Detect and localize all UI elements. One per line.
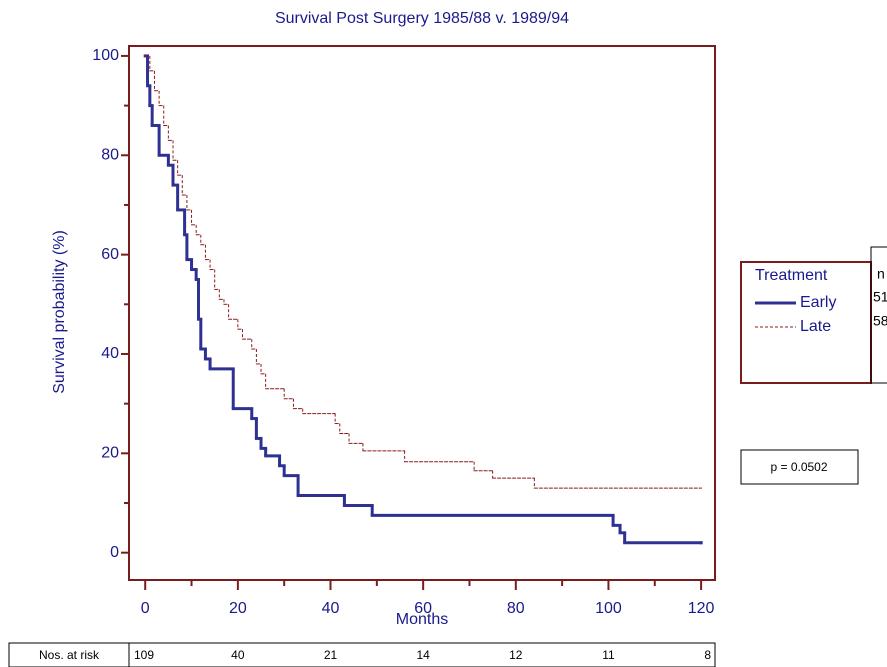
x-tick-label: 120 [688,600,715,617]
at-risk-value: 14 [416,648,430,662]
n-value: 58 [873,313,887,329]
y-tick-label: 40 [101,345,119,362]
x-axis-label: Months [396,611,448,628]
y-tick-label: 100 [92,47,119,64]
n-header: n [877,266,885,282]
y-tick-label: 20 [101,445,119,462]
n-table [870,246,887,384]
at-risk-value: 109 [134,648,154,662]
at-risk-value: 40 [231,648,245,662]
p-box [740,449,859,485]
plot-frame [128,45,716,581]
x-tick-label: 40 [322,600,340,617]
at-risk-value: 11 [602,648,615,662]
legend-label: Late [800,318,831,335]
x-tick-label: 60 [414,600,432,617]
x-tick-label: 20 [229,600,247,617]
legend-label: Early [800,294,836,311]
at-risk-value: 12 [509,648,523,662]
x-tick-label: 80 [507,600,525,617]
y-tick-label: 60 [101,246,119,263]
legend-title: Treatment [755,267,828,284]
chart-title: Survival Post Surgery 1985/88 v. 1989/94 [275,10,569,27]
at-risk-value: 8 [704,648,711,662]
at-risk-value: 21 [324,648,338,662]
y-tick-label: 0 [110,544,119,561]
at-risk-label: Nos. at risk [39,648,100,662]
x-tick-label: 0 [141,600,150,617]
y-tick-label: 80 [101,147,119,164]
x-tick-label: 100 [595,600,622,617]
p-value: p = 0.0502 [770,460,827,474]
n-column: n 51 58 [873,266,887,329]
y-axis-label: Survival probability (%) [51,230,68,394]
at-risk-table [8,642,716,667]
n-value: 51 [873,289,887,305]
